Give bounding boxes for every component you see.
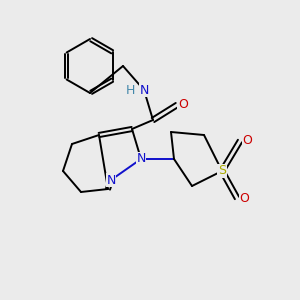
Text: N: N bbox=[136, 152, 146, 166]
Text: O: O bbox=[243, 134, 252, 148]
Text: H: H bbox=[126, 83, 135, 97]
Text: O: O bbox=[178, 98, 188, 112]
Text: O: O bbox=[240, 191, 249, 205]
Text: S: S bbox=[218, 164, 226, 178]
Text: N: N bbox=[139, 83, 149, 97]
Text: N: N bbox=[106, 173, 116, 187]
